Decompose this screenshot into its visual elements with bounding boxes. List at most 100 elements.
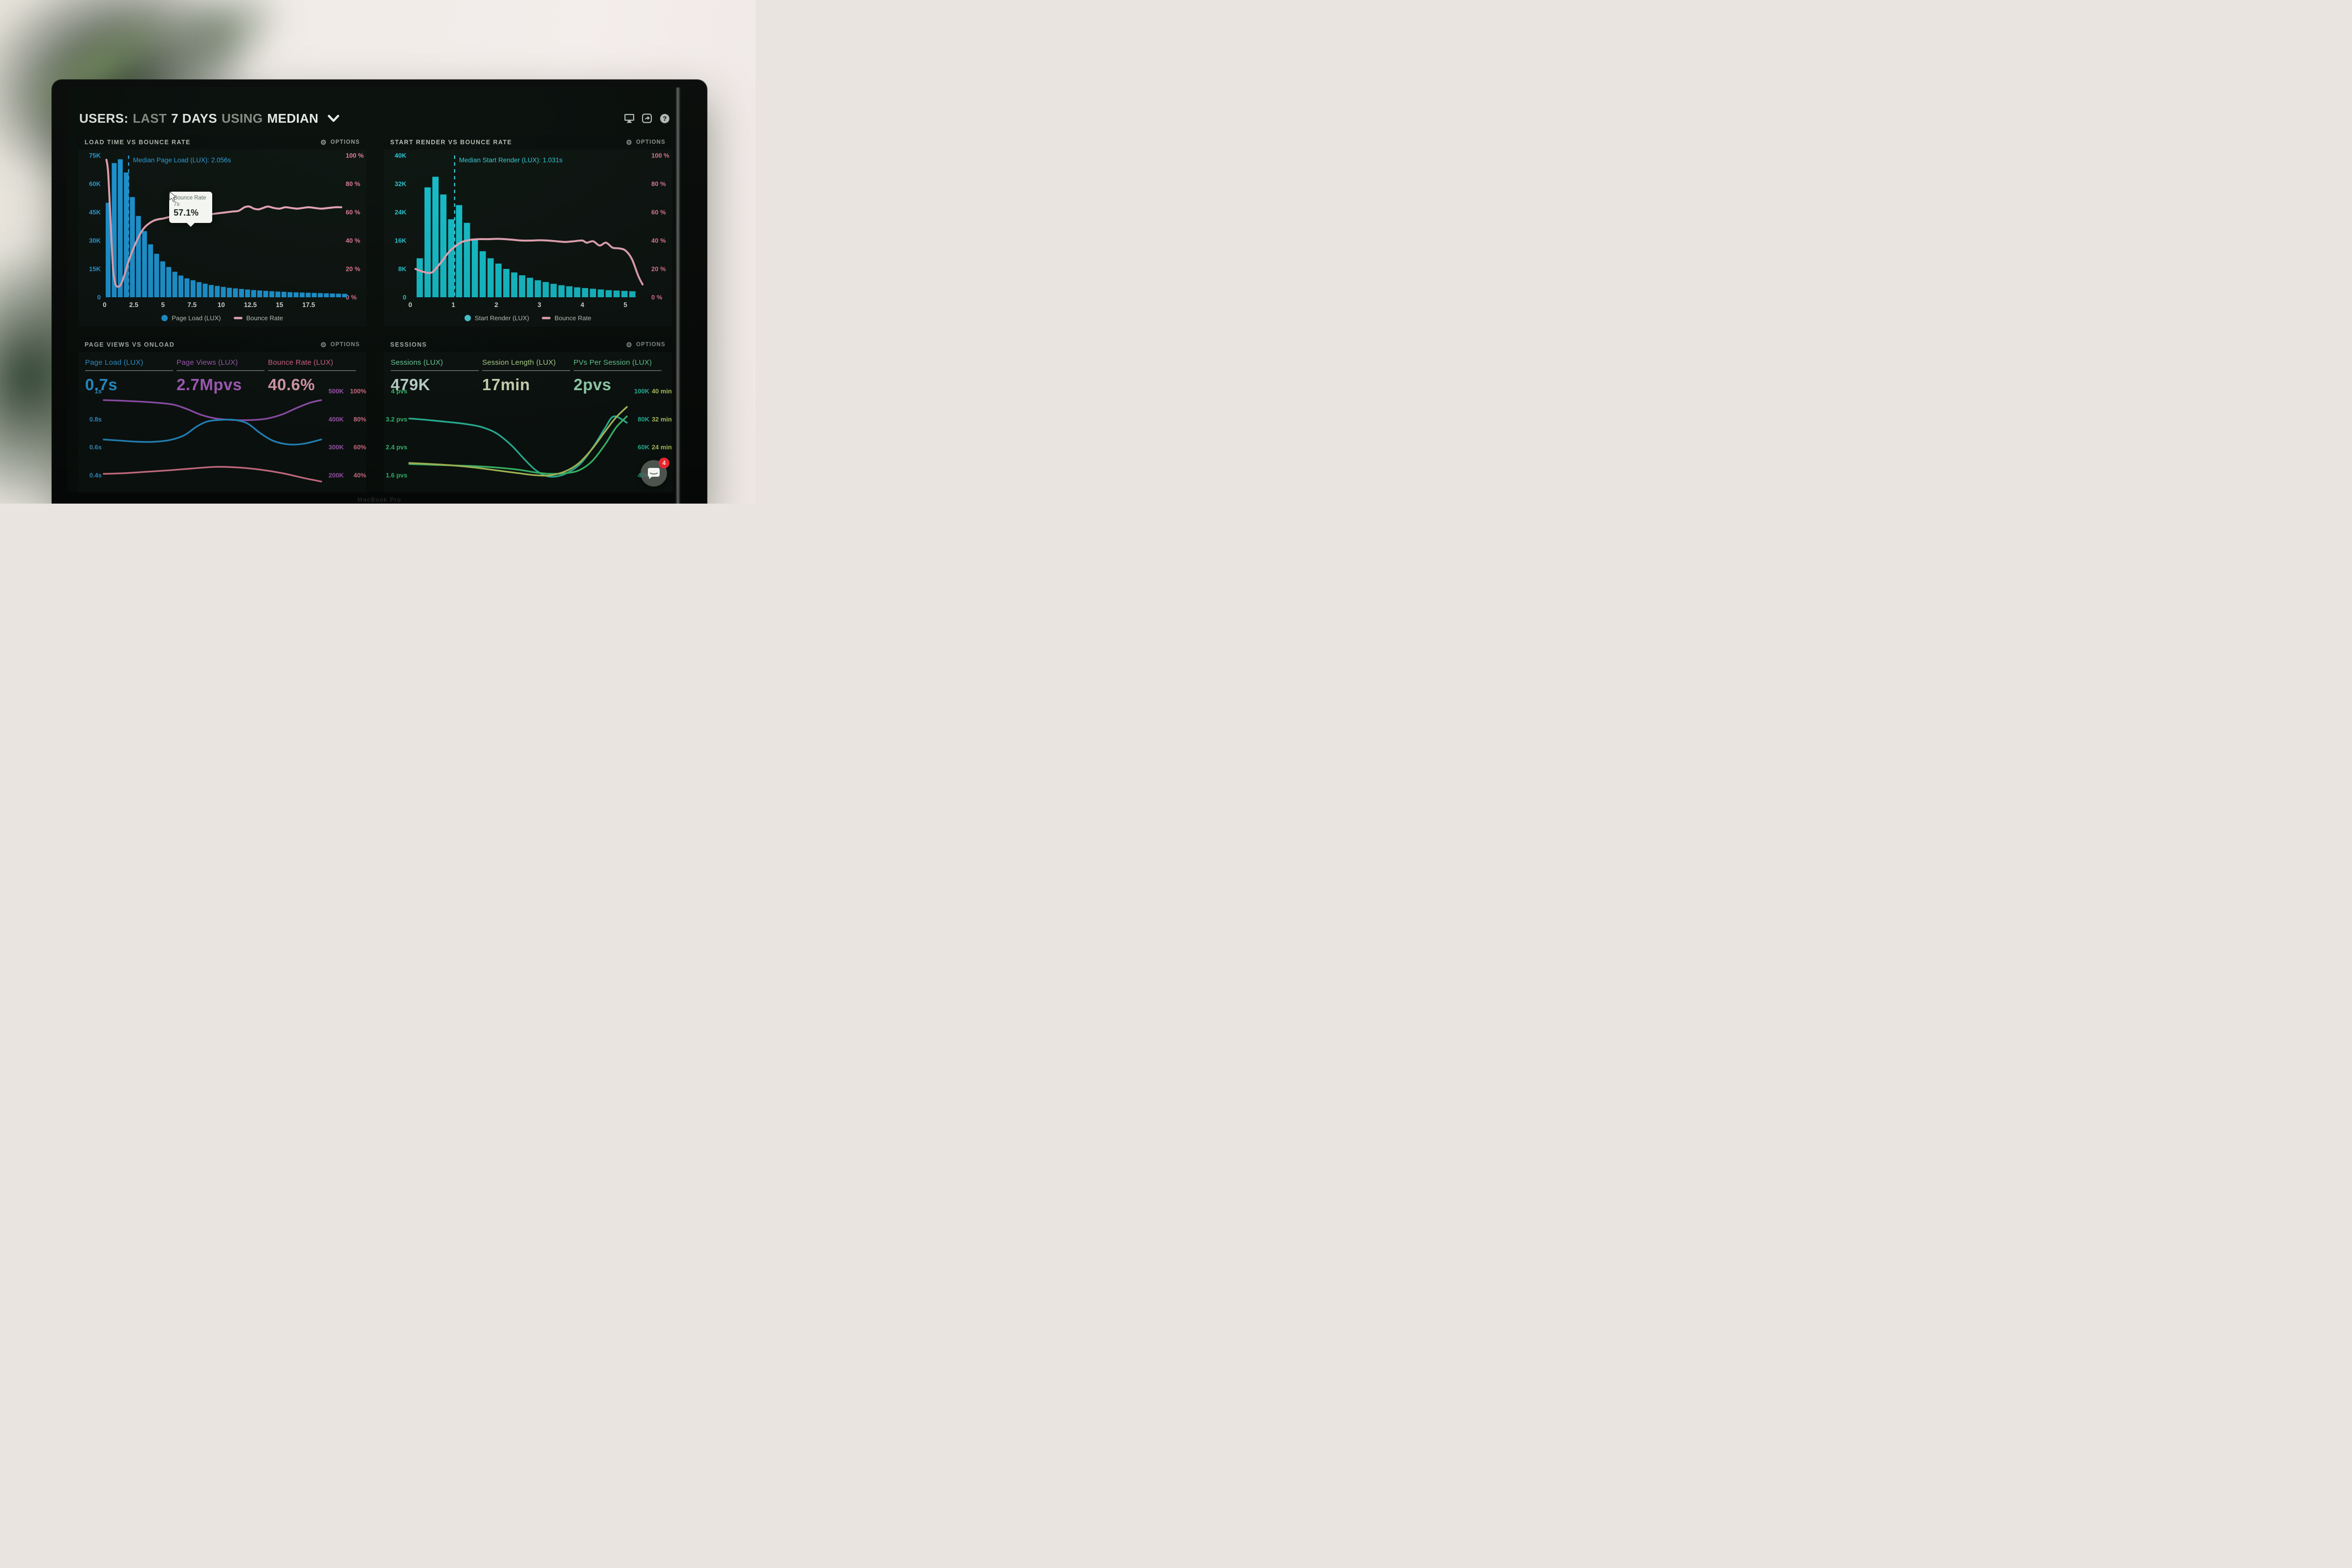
legend-item: Page Load (LUX): [161, 314, 221, 322]
options-button[interactable]: ⚙ OPTIONS: [626, 138, 666, 146]
panel-sessions: SESSIONS ⚙ OPTIONS Sessions (LUX) 479K Ses…: [384, 337, 672, 492]
svg-text:5: 5: [161, 301, 165, 309]
svg-text:80K: 80K: [638, 416, 649, 423]
start-render-chart[interactable]: 40K 32K 24K 16K 8K 0 100 % 80 % 60 % 40 % 20 % 0 % 0…: [384, 150, 672, 309]
panel-start-render-vs-bounce-rate: START RENDER VS BOUNCE RATE ⚙ OPTIONS 40…: [384, 135, 672, 327]
svg-text:0: 0: [403, 294, 406, 301]
svg-text:80 %: 80 %: [346, 180, 360, 188]
svg-text:40 min: 40 min: [652, 388, 672, 395]
sessions-chart[interactable]: 4 pvs 3.2 pvs 2.4 pvs 1.6 pvs 100K 40 min 80K 3…: [384, 384, 672, 492]
svg-text:300K: 300K: [329, 443, 344, 451]
tooltip-series: Bounce Rate: [174, 195, 206, 201]
metrics-row: Page Load (LUX) 0.7s Page Views (LUX) 2.7Mp…: [78, 352, 366, 394]
help-icon[interactable]: ? ?: [660, 113, 670, 124]
svg-text:2.5: 2.5: [129, 301, 138, 309]
panel-title: SESSIONS: [390, 341, 427, 348]
svg-text:1: 1: [451, 301, 455, 309]
svg-text:400K: 400K: [329, 416, 344, 423]
svg-text:3: 3: [537, 301, 541, 309]
load-time-chart[interactable]: 75K 60K 45K 30K 15K 0 100 % 80 % 60 % 40 % 20 % 0 %…: [78, 150, 366, 309]
page-title: USERS: LAST 7 DAYS USING MEDIAN: [79, 111, 323, 126]
legend-dash-icon: [233, 316, 243, 319]
svg-text:40 %: 40 %: [346, 237, 360, 244]
chat-unread-badge: 4: [659, 458, 669, 468]
legend-dash-icon: [542, 316, 551, 319]
svg-text:30K: 30K: [89, 237, 101, 244]
dashboard-header: USERS: LAST 7 DAYS USING MEDIAN: [67, 87, 674, 135]
title-part: USERS:: [79, 110, 129, 126]
svg-text:20 %: 20 %: [346, 265, 360, 273]
options-button[interactable]: ⚙ OPTIONS: [320, 341, 360, 349]
legend-item: Start Render (LUX): [464, 314, 529, 322]
panel-load-time-vs-bounce-rate: LOAD TIME VS BOUNCE RATE ⚙ OPTIONS 75K 60…: [78, 135, 366, 327]
svg-text:0.8s: 0.8s: [89, 416, 102, 423]
svg-text:5: 5: [623, 301, 627, 309]
svg-text:32K: 32K: [395, 180, 406, 188]
svg-text:15: 15: [276, 301, 284, 309]
svg-text:40 %: 40 %: [651, 237, 666, 244]
svg-text:15K: 15K: [89, 265, 101, 273]
chat-widget-button[interactable]: 4: [641, 458, 669, 486]
svg-text:0 %: 0 %: [346, 294, 357, 301]
chart-legend: Start Render (LUX) Bounce Rate: [384, 309, 672, 327]
options-button[interactable]: ⚙ OPTIONS: [320, 138, 360, 146]
svg-text:0 %: 0 %: [651, 294, 663, 301]
svg-text:32 min: 32 min: [652, 416, 672, 423]
options-button[interactable]: ⚙ OPTIONS: [626, 341, 666, 349]
svg-text:60 %: 60 %: [651, 209, 666, 216]
svg-text:100%: 100%: [350, 388, 366, 395]
metric: Page Views (LUX) 2.7Mpvs: [177, 358, 268, 394]
page-title-dropdown[interactable]: USERS: LAST 7 DAYS USING MEDIAN: [79, 111, 340, 126]
svg-text:4: 4: [580, 301, 584, 309]
gear-icon: ⚙: [320, 341, 327, 349]
panel-title: PAGE VIEWS VS ONLOAD: [85, 341, 175, 348]
gear-icon: ⚙: [626, 138, 633, 146]
svg-text:80 %: 80 %: [651, 180, 666, 188]
svg-text:200K: 200K: [329, 472, 344, 479]
svg-text:10: 10: [218, 301, 225, 309]
svg-text:24 min: 24 min: [652, 443, 672, 451]
svg-text:2: 2: [494, 301, 498, 309]
svg-text:75K: 75K: [89, 152, 101, 159]
legend-dot-icon: [464, 314, 471, 321]
svg-text:Median Start Render (LUX): 1.0: Median Start Render (LUX): 1.031s: [459, 156, 563, 164]
svg-text:0.6s: 0.6s: [89, 443, 102, 451]
tooltip-value: 57.1%: [174, 208, 199, 218]
svg-text:Median Page Load (LUX): 2.056s: Median Page Load (LUX): 2.056s: [133, 156, 231, 164]
svg-text:17.5: 17.5: [302, 301, 315, 309]
svg-text:3.2 pvs: 3.2 pvs: [386, 416, 407, 423]
svg-text:100 %: 100 %: [346, 152, 364, 159]
svg-text:8K: 8K: [398, 265, 406, 273]
chat-bubble-icon: [648, 468, 660, 479]
scene: MacBook Pro USERS: LAST 7 DAYS USING MEDIAN: [0, 0, 755, 504]
panel-page-views-vs-onload: PAGE VIEWS VS ONLOAD ⚙ OPTIONS Page Load…: [78, 337, 366, 492]
metric: PVs Per Session (LUX) 2pvs: [574, 358, 665, 394]
svg-text:?: ?: [663, 115, 667, 122]
chart-tooltip: Bounce Rate 7s 57.1%: [169, 192, 212, 227]
laptop-edge-highlight: [676, 88, 680, 504]
panel-title: LOAD TIME VS BOUNCE RATE: [85, 139, 191, 146]
svg-text:16K: 16K: [395, 237, 406, 244]
page-views-chart[interactable]: 1s 0.8s 0.6s 0.4s 500K 100% 400K 80% 300K 60% 200K…: [78, 384, 366, 492]
mouse-cursor-icon: [169, 192, 177, 202]
svg-text:60 %: 60 %: [346, 209, 360, 216]
svg-text:4 pvs: 4 pvs: [391, 388, 407, 395]
laptop: MacBook Pro USERS: LAST 7 DAYS USING MEDIAN: [52, 80, 707, 504]
svg-text:0: 0: [408, 301, 412, 309]
title-part: MEDIAN: [267, 110, 319, 126]
metric: Page Load (LUX) 0.7s: [85, 358, 177, 394]
metric: Bounce Rate (LUX) 40.6%: [268, 358, 359, 394]
svg-text:80%: 80%: [354, 416, 366, 423]
display-icon[interactable]: [624, 113, 635, 123]
svg-text:60K: 60K: [89, 180, 101, 188]
metric: Session Length (LUX) 17min: [482, 358, 574, 394]
svg-text:45K: 45K: [89, 209, 101, 216]
svg-text:1.6 pvs: 1.6 pvs: [386, 472, 407, 479]
gear-icon: ⚙: [626, 341, 633, 349]
svg-text:0.4s: 0.4s: [89, 472, 102, 479]
svg-text:20 %: 20 %: [651, 265, 666, 273]
svg-text:0: 0: [97, 294, 101, 301]
chevron-down-icon: [328, 114, 340, 122]
svg-text:60%: 60%: [354, 443, 366, 451]
share-icon[interactable]: [642, 113, 652, 123]
